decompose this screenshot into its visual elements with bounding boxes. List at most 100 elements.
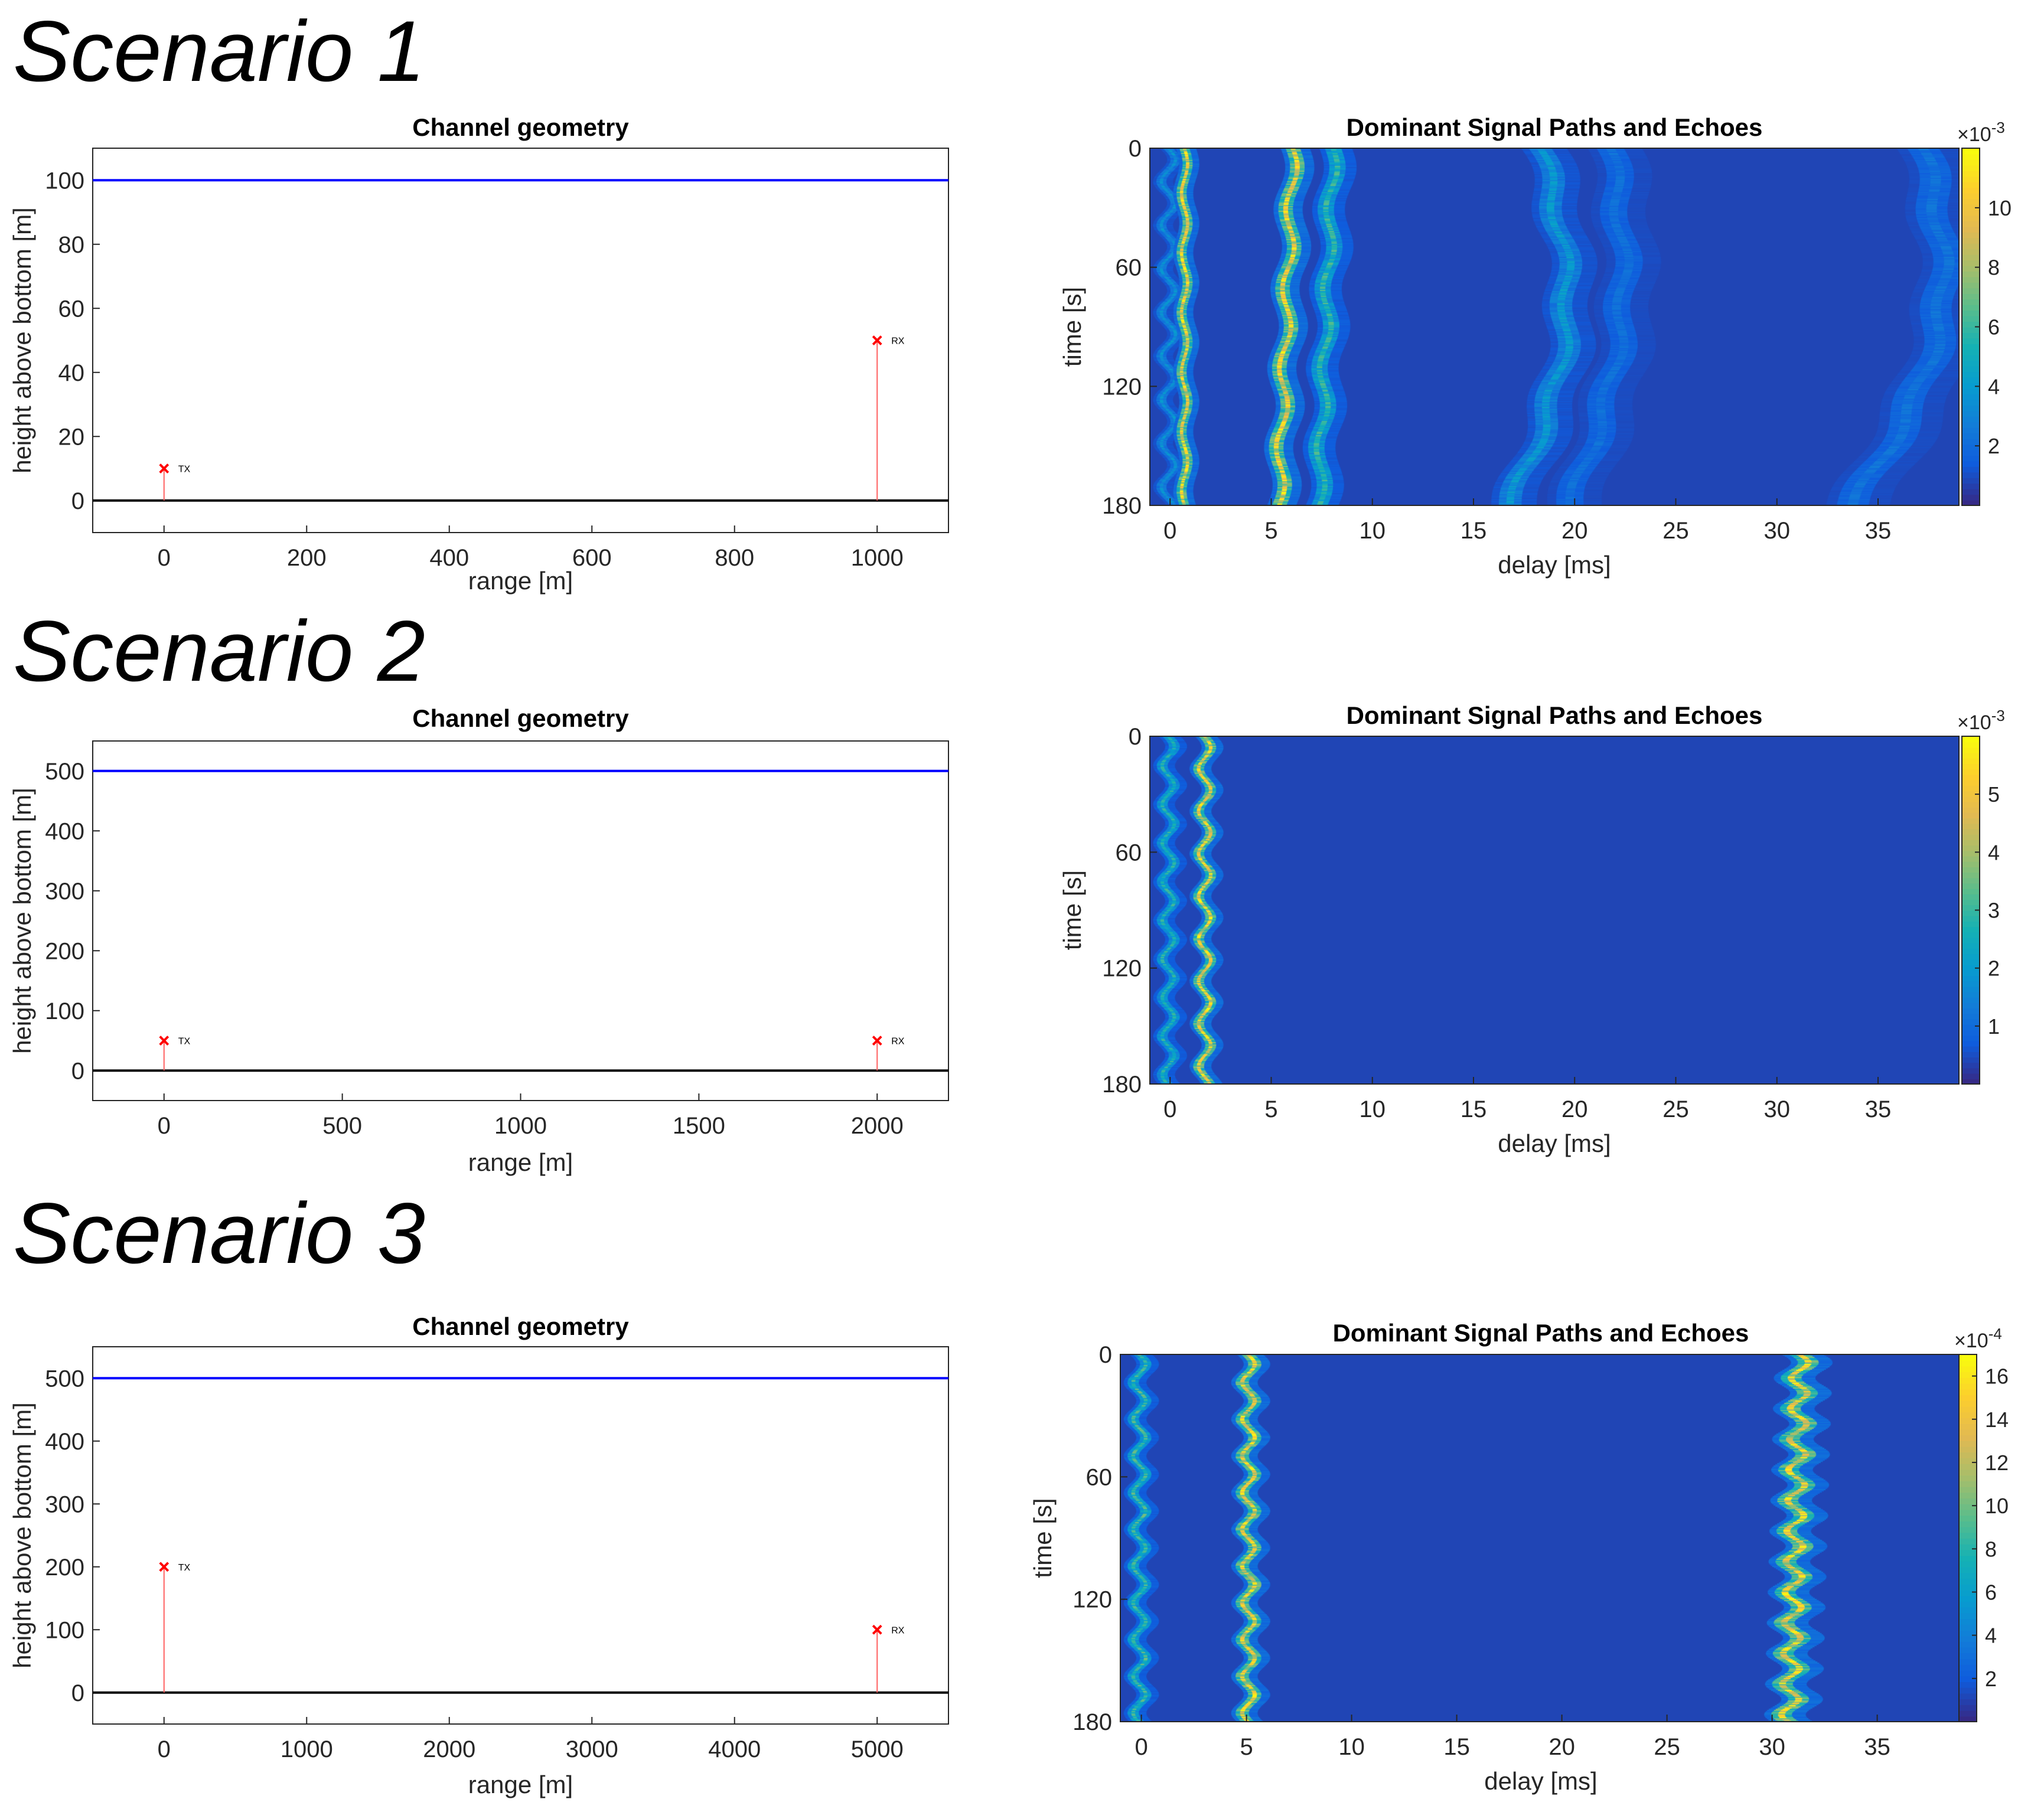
x-axis-label: delay [ms] — [1498, 551, 1611, 579]
colorbar-segment — [1959, 1515, 1977, 1522]
y-tick-label: 400 — [45, 818, 84, 844]
colorbar-segment — [1959, 1716, 1977, 1722]
colorbar-segment — [1962, 1056, 1980, 1063]
colorbar-segment — [1959, 1704, 1977, 1711]
colorbar-segment — [1962, 801, 1980, 808]
heatmap-canvas — [1150, 148, 1959, 505]
tx-marker — [159, 1036, 169, 1046]
chart-title: Channel geometry — [412, 113, 629, 141]
y-axis-label: time [s] — [1029, 1498, 1057, 1578]
colorbar-segment — [1962, 883, 1980, 889]
colorbar-segment — [1962, 304, 1980, 311]
colorbar-segment — [1962, 948, 1980, 955]
y-tick-label: 0 — [1099, 1342, 1112, 1368]
colorbar-segment — [1959, 1412, 1977, 1418]
scenario-2-title: Scenario 2 — [13, 603, 425, 699]
colorbar-segment — [1962, 315, 1980, 322]
colorbar-segment — [1959, 1647, 1977, 1654]
colorbar-segment — [1959, 1463, 1977, 1470]
colorbar-segment — [1959, 1641, 1977, 1648]
y-axis-label: height above bottom [m] — [8, 1402, 36, 1669]
chart-title: Channel geometry — [412, 704, 629, 732]
x-axis-label: range [m] — [468, 1771, 573, 1798]
colorbar-segment — [1959, 1509, 1977, 1516]
colorbar-tick-label: 2 — [1985, 1667, 1997, 1691]
y-tick-label: 500 — [45, 1366, 84, 1392]
colorbar-tick-label: 14 — [1985, 1408, 2009, 1432]
colorbar-segment — [1959, 1497, 1977, 1504]
colorbar-segment — [1962, 176, 1980, 182]
rx-marker — [872, 1036, 882, 1046]
colorbar-segment — [1962, 472, 1980, 478]
colorbar-segment — [1959, 1389, 1977, 1396]
x-tick-label: 35 — [1865, 1096, 1892, 1122]
colorbar-segment — [1962, 796, 1980, 802]
x-tick-label: 5000 — [851, 1736, 904, 1762]
colorbar-segment — [1959, 1354, 1977, 1361]
y-axis-label: time [s] — [1058, 287, 1086, 367]
colorbar-segment — [1959, 1543, 1977, 1550]
x-tick-label: 5 — [1264, 1096, 1277, 1122]
x-tick-label: 4000 — [708, 1736, 761, 1762]
colorbar-tick-label: 8 — [1985, 1537, 1997, 1561]
x-axis-label: delay [ms] — [1484, 1767, 1597, 1795]
colorbar-segment — [1959, 1578, 1977, 1585]
colorbar-segment — [1962, 850, 1980, 857]
colorbar-segment — [1962, 488, 1980, 495]
colorbar-segment — [1962, 159, 1980, 166]
rx-label: RX — [891, 1037, 905, 1047]
y-tick-label: 60 — [58, 296, 85, 322]
rx-label: RX — [891, 337, 905, 347]
colorbar-segment — [1962, 1013, 1980, 1020]
colorbar-segment — [1959, 1440, 1977, 1447]
y-tick-label: 180 — [1072, 1709, 1112, 1735]
colorbar-segment — [1962, 763, 1980, 770]
colorbar-segment — [1962, 975, 1980, 982]
colorbar-segment — [1962, 899, 1980, 906]
colorbar-segment — [1959, 1366, 1977, 1373]
x-tick-label: 10 — [1338, 1734, 1365, 1760]
colorbar-segment — [1962, 310, 1980, 316]
colorbar-segment — [1962, 861, 1980, 867]
x-axis-label: range [m] — [468, 567, 573, 595]
x-tick-label: 15 — [1461, 1096, 1487, 1122]
x-tick-label: 20 — [1561, 1096, 1588, 1122]
x-tick-label: 25 — [1654, 1734, 1680, 1760]
channel-geometry-chart-3: Channel geometry 0 1000 2000 3000 4000 5000 0 10… — [8, 1313, 949, 1798]
colorbar-segment — [1962, 338, 1980, 344]
colorbar-tick-label: 1 — [1988, 1014, 2000, 1039]
x-tick-label: 20 — [1561, 518, 1588, 544]
colorbar-segment — [1962, 148, 1980, 155]
colorbar-segment — [1962, 747, 1980, 753]
colorbar-segment — [1962, 237, 1980, 244]
colorbar-segment — [1959, 1681, 1977, 1688]
colorbar-segment — [1959, 1676, 1977, 1682]
colorbar-segment — [1959, 1457, 1977, 1464]
colorbar-segment — [1962, 422, 1980, 428]
x-tick-label: 0 — [158, 545, 171, 571]
colorbar-segment — [1962, 354, 1980, 361]
rx-label: RX — [891, 1625, 905, 1635]
y-tick-label: 0 — [1129, 136, 1142, 162]
colorbar-segment — [1959, 1670, 1977, 1677]
colorbar-segment — [1962, 360, 1980, 367]
colorbar-segment — [1962, 383, 1980, 389]
colorbar-segment — [1962, 959, 1980, 965]
colorbar-segment — [1962, 845, 1980, 851]
colorbar-segment — [1962, 818, 1980, 824]
y-tick-label: 20 — [58, 424, 85, 450]
colorbar-segment — [1962, 942, 1980, 949]
heatmap-canvas — [1150, 736, 1959, 1084]
colorbar-segment — [1962, 856, 1980, 862]
y-tick-label: 40 — [58, 360, 85, 386]
y-tick-label: 60 — [1116, 255, 1142, 281]
colorbar-segment — [1959, 1429, 1977, 1436]
colorbar-segment — [1962, 1040, 1980, 1047]
colorbar-segment — [1962, 758, 1980, 765]
chart-title: Channel geometry — [412, 1313, 629, 1340]
colorbar-segment — [1962, 209, 1980, 216]
colorbar-segment — [1962, 332, 1980, 339]
colorbar-segment — [1962, 785, 1980, 792]
plot-area — [92, 148, 949, 533]
